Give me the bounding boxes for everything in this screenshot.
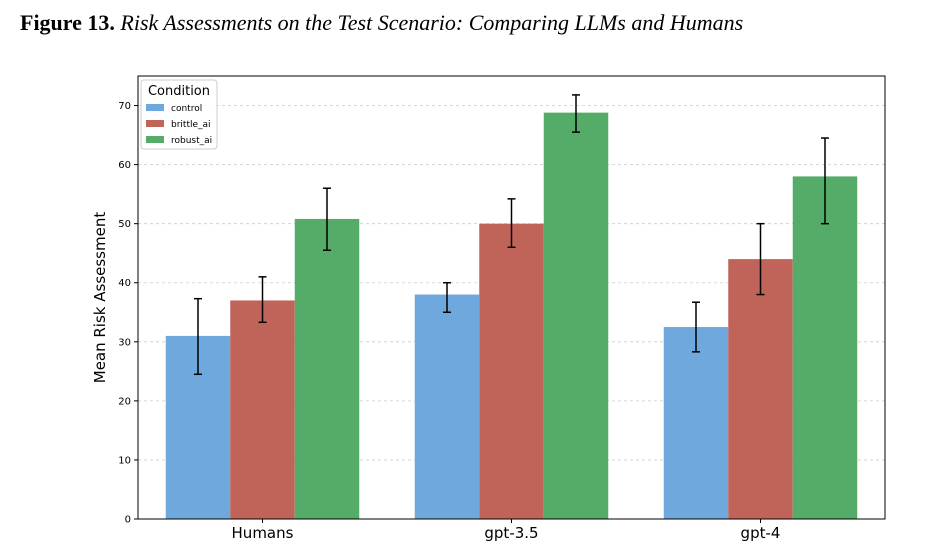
bar-brittle_ai-gpt-4 xyxy=(728,259,793,519)
legend-label-control: control xyxy=(171,104,202,114)
legend-swatch-robust_ai xyxy=(146,136,164,143)
y-tick-label: 40 xyxy=(118,278,131,289)
bar-brittle_ai-gpt-3.5 xyxy=(479,223,544,519)
bar-control-gpt-4 xyxy=(663,327,729,519)
legend-swatch-control xyxy=(146,104,164,111)
figure-title: Figure 13. Risk Assessments on the Test … xyxy=(20,10,743,36)
y-tick-label: 30 xyxy=(118,337,131,348)
x-tick-label: gpt-3.5 xyxy=(484,524,538,542)
bar-robust_ai-gpt-4 xyxy=(792,176,858,519)
x-tick-label: gpt-4 xyxy=(741,524,781,542)
legend-box xyxy=(140,79,218,150)
bar-brittle_ai-Humans xyxy=(230,300,295,519)
figure-caption: Risk Assessments on the Test Scenario: C… xyxy=(120,10,744,35)
legend-swatch-brittle_ai xyxy=(146,120,164,127)
x-tick-label: Humans xyxy=(232,524,294,542)
legend-label-brittle_ai: brittle_ai xyxy=(171,120,211,130)
y-tick-label: 20 xyxy=(118,396,131,407)
bar-robust_ai-Humans xyxy=(294,218,360,519)
y-axis-label: Mean Risk Assessment xyxy=(91,212,109,384)
legend-label-robust_ai: robust_ai xyxy=(171,136,212,146)
y-tick-label: 0 xyxy=(125,515,131,526)
y-tick-label: 70 xyxy=(118,101,131,112)
figure-label: Figure 13. xyxy=(20,10,115,35)
y-tick-label: 10 xyxy=(118,455,131,466)
bar-control-gpt-3.5 xyxy=(414,294,480,519)
y-tick-label: 50 xyxy=(118,219,131,230)
bar-robust_ai-gpt-3.5 xyxy=(543,112,609,519)
y-tick-label: 60 xyxy=(118,160,131,171)
legend-title: Condition xyxy=(148,84,210,99)
